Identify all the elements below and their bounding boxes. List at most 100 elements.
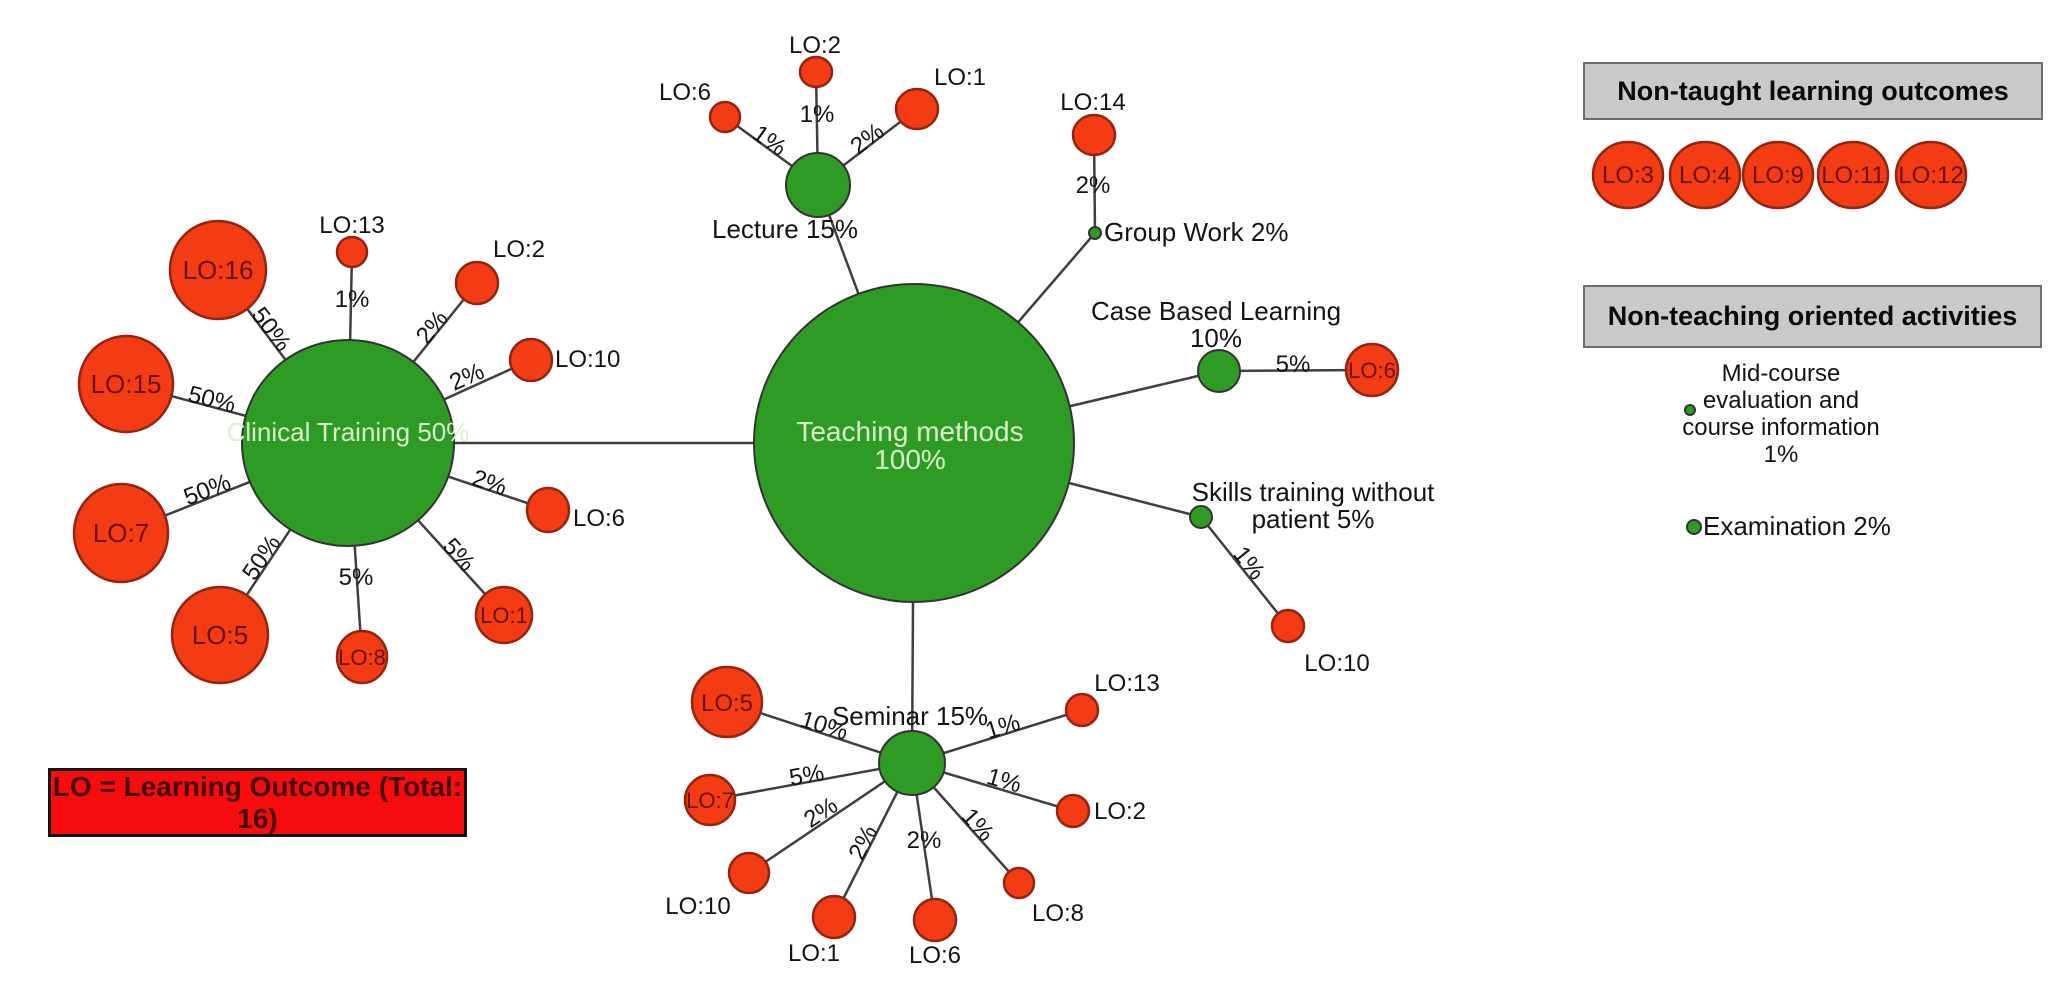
edge-clinical-c_lo1-pct-label: 5% bbox=[437, 533, 480, 577]
node-l_lo6-outcome-circle bbox=[708, 100, 742, 134]
node-m_lo1-label: LO:1 bbox=[788, 940, 840, 967]
node-hub-label: Teaching methods bbox=[796, 416, 1023, 447]
non-taught-outcomes-header: Non-taught learning outcomes bbox=[1583, 62, 2043, 120]
node-skills-label: patient 5% bbox=[1252, 504, 1375, 534]
node-s_lo10-label: LO:10 bbox=[1304, 650, 1369, 677]
node-l_lo1-outcome-circle bbox=[894, 87, 940, 131]
node-c_lo13-outcome-circle bbox=[335, 235, 369, 269]
node-skills-label: Skills training without bbox=[1192, 477, 1436, 507]
node-seminar-circle bbox=[878, 730, 946, 796]
node-g_lo14-outcome-circle bbox=[1071, 113, 1117, 157]
edge-seminar-m_lo7 bbox=[709, 761, 913, 802]
node-seminar-label: Seminar 15% bbox=[832, 701, 988, 731]
node-cbl_lo6-label: LO:6 bbox=[1348, 358, 1396, 383]
node-nt_lo11-label: LO:11 bbox=[1821, 162, 1885, 189]
edge-skills-s_lo10-pct-label: 1% bbox=[1227, 541, 1270, 585]
node-cbl-label: Case Based Learning bbox=[1091, 296, 1341, 326]
node-nt_lo9-label: LO:9 bbox=[1752, 162, 1804, 189]
node-m_lo13-label: LO:13 bbox=[1094, 670, 1159, 697]
edge-seminar-m_lo1-pct-label: 2% bbox=[843, 821, 883, 864]
node-l_lo1-label: LO:1 bbox=[934, 64, 986, 91]
non-teaching-activities-title: Non-teaching oriented activities bbox=[1607, 301, 2018, 331]
node-m_lo1-outcome-circle bbox=[811, 894, 857, 940]
node-c_lo1-label: LO:1 bbox=[480, 603, 528, 628]
edge-seminar-m_lo7-pct-label: 5% bbox=[787, 759, 826, 792]
edge-seminar-m_lo8-pct-label: 1% bbox=[956, 803, 999, 847]
edge-skills-s_lo10 bbox=[1200, 516, 1289, 627]
lo-legend-box: LO = Learning Outcome (Total: 16) bbox=[48, 768, 467, 837]
node-hub-circle bbox=[753, 283, 1075, 603]
edge-seminar-m_lo6-pct-label: 2% bbox=[907, 827, 942, 854]
node-m_lo8-label: LO:8 bbox=[1032, 900, 1084, 927]
lo-legend-text: LO = Learning Outcome (Total: 16) bbox=[52, 770, 463, 834]
node-nt_lo12-outcome-circle bbox=[1894, 140, 1968, 210]
node-m_lo6-outcome-circle bbox=[912, 897, 958, 943]
node-skills-circle bbox=[1189, 505, 1213, 529]
node-l_lo6-label: LO:6 bbox=[659, 79, 711, 106]
node-midcourse-label: 1% bbox=[1764, 441, 1799, 468]
node-c_lo15-label: LO:15 bbox=[91, 369, 162, 399]
edge-lecture-l_lo1-pct-label: 2% bbox=[846, 118, 890, 160]
node-c_lo10-label: LO:10 bbox=[555, 346, 620, 373]
edge-clinical-c_lo10-pct-label: 2% bbox=[446, 358, 489, 397]
node-m_lo2-label: LO:2 bbox=[1094, 798, 1146, 825]
node-l_lo2-outcome-circle bbox=[798, 55, 834, 89]
node-c_lo2-label: LO:2 bbox=[493, 236, 545, 263]
node-hub-label: 100% bbox=[874, 444, 946, 475]
node-cbl_lo6-outcome-circle bbox=[1344, 342, 1400, 398]
node-c_lo7-label: LO:7 bbox=[93, 518, 149, 548]
node-c_lo16-label: LO:16 bbox=[183, 255, 254, 285]
node-m_lo13-outcome-circle bbox=[1064, 692, 1100, 728]
node-m_lo5-label: LO:5 bbox=[701, 690, 753, 717]
edge-clinical-c_lo2-pct-label: 2% bbox=[411, 305, 454, 349]
node-c_lo8-label: LO:8 bbox=[338, 645, 386, 670]
node-nt_lo12-label: LO:12 bbox=[1898, 162, 1963, 189]
node-m_lo10-label: LO:10 bbox=[665, 893, 730, 920]
node-cbl-circle bbox=[1197, 349, 1241, 393]
edge-seminar-m_lo2-pct-label: 1% bbox=[984, 763, 1025, 799]
node-c_lo16-outcome-circle bbox=[168, 219, 268, 321]
node-c_lo8-outcome-circle bbox=[335, 629, 389, 685]
node-midcourse-label: Mid-course bbox=[1722, 360, 1841, 387]
edge-clinical-c_lo16-pct-label: 50% bbox=[246, 302, 296, 357]
edge-clinical-c_lo5-pct-label: 50% bbox=[237, 530, 286, 585]
node-midcourse-label: evaluation and bbox=[1703, 387, 1859, 414]
node-midcourse-label: course information bbox=[1682, 414, 1879, 441]
node-clinical-circle bbox=[241, 339, 455, 547]
node-s_lo10-outcome-circle bbox=[1270, 608, 1306, 644]
edge-lecture-l_lo6-pct-label: 1% bbox=[747, 120, 791, 162]
node-lecture-label: Lecture 15% bbox=[712, 214, 858, 244]
node-m_lo6-label: LO:6 bbox=[909, 942, 961, 969]
node-lecture-circle bbox=[785, 152, 851, 218]
node-c_lo7-outcome-circle bbox=[72, 482, 170, 584]
node-c_lo5-label: LO:5 bbox=[192, 620, 248, 650]
node-nt_lo9-outcome-circle bbox=[1741, 140, 1815, 210]
node-exam-circle bbox=[1686, 519, 1702, 535]
node-c_lo5-outcome-circle bbox=[170, 585, 270, 685]
node-l_lo2-label: LO:2 bbox=[789, 32, 841, 59]
edge-seminar-m_lo10-pct-label: 2% bbox=[799, 792, 843, 834]
node-cbl-label: 10% bbox=[1190, 323, 1242, 353]
edge-clinical-c_lo13-pct-label: 1% bbox=[335, 286, 370, 313]
edge-seminar-m_lo13-pct-label: 1% bbox=[982, 709, 1023, 745]
node-midcourse-circle bbox=[1684, 404, 1696, 416]
node-c_lo10-outcome-circle bbox=[508, 337, 554, 383]
node-m_lo2-outcome-circle bbox=[1055, 793, 1091, 829]
node-c_lo2-outcome-circle bbox=[454, 260, 500, 306]
node-nt_lo3-outcome-circle bbox=[1591, 140, 1665, 210]
node-m_lo10-outcome-circle bbox=[727, 851, 771, 895]
node-nt_lo4-label: LO:4 bbox=[1679, 162, 1731, 189]
node-groupwork-label: Group Work 2% bbox=[1104, 217, 1288, 247]
node-clinical-label: Clinical Training 50% bbox=[227, 417, 470, 447]
edge-groupwork-g_lo14-pct-label: 2% bbox=[1076, 172, 1111, 199]
node-m_lo8-outcome-circle bbox=[1002, 866, 1036, 900]
non-teaching-activities-header: Non-teaching oriented activities bbox=[1583, 285, 2042, 348]
edge-clinical-c_lo8-pct-label: 5% bbox=[339, 564, 374, 591]
node-g_lo14-label: LO:14 bbox=[1060, 89, 1125, 116]
edge-clinical-c_lo7-pct-label: 50% bbox=[180, 469, 235, 511]
node-c_lo6-label: LO:6 bbox=[573, 505, 625, 532]
node-c_lo6-outcome-circle bbox=[525, 486, 571, 534]
node-exam-label: Examination 2% bbox=[1703, 511, 1891, 541]
